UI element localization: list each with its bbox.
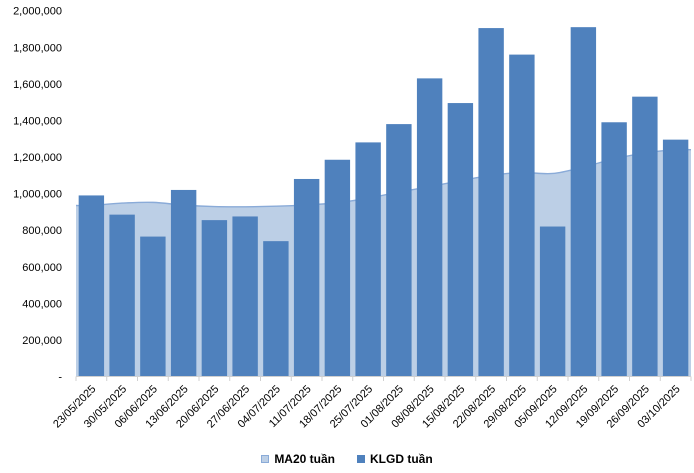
- y-tick-label: 1,200,000: [13, 152, 62, 164]
- legend-item-ma20: MA20 tuần: [261, 452, 335, 466]
- bar-15/08/2025: [447, 103, 474, 377]
- y-tick-label: 1,600,000: [13, 79, 62, 91]
- y-tick-label: 2,000,000: [13, 6, 62, 18]
- bar-27/06/2025: [232, 216, 258, 377]
- bar-20/06/2025: [201, 220, 228, 377]
- y-tick-label: 1,400,000: [13, 115, 62, 127]
- bar-12/09/2025: [570, 27, 597, 377]
- bar-22/08/2025: [478, 28, 504, 377]
- bar-26/09/2025: [632, 96, 658, 377]
- klgd-legend-swatch-icon: [357, 455, 365, 463]
- bar-04/07/2025: [263, 241, 289, 377]
- klgd-legend-label: KLGD tuần: [370, 452, 433, 466]
- y-tick-label: 200,000: [22, 335, 62, 347]
- ma20-legend-label: MA20 tuần: [274, 452, 335, 466]
- bar-18/07/2025: [324, 159, 351, 377]
- chart-legend: MA20 tuần KLGD tuần: [0, 452, 694, 466]
- bar-03/10/2025: [662, 139, 689, 377]
- bar-08/08/2025: [416, 78, 443, 377]
- legend-item-klgd: KLGD tuần: [357, 452, 433, 466]
- y-tick-label: 1,800,000: [13, 42, 62, 54]
- x-axis-labels: 23/05/202530/05/202506/06/202513/06/2025…: [51, 383, 683, 430]
- bar-25/07/2025: [355, 142, 381, 377]
- bar-05/09/2025: [539, 226, 566, 377]
- x-axis: [75, 376, 692, 381]
- klgd-bar-series: [78, 27, 689, 377]
- ma20-area-fill: [76, 149, 691, 377]
- bar-11/07/2025: [293, 178, 320, 377]
- bar-06/06/2025: [140, 236, 166, 377]
- bar-19/09/2025: [601, 122, 627, 377]
- bar-29/08/2025: [509, 54, 535, 377]
- y-tick-label: 1,000,000: [13, 189, 62, 201]
- y-tick-label: 600,000: [22, 262, 62, 274]
- ma20-legend-swatch-icon: [261, 455, 270, 463]
- bar-23/05/2025: [78, 195, 105, 377]
- ma20-area-series: [75, 148, 692, 377]
- bar-13/06/2025: [170, 189, 197, 377]
- y-tick-label: -: [58, 372, 62, 384]
- bar-30/05/2025: [109, 214, 135, 377]
- y-tick-label: 800,000: [22, 225, 62, 237]
- bar-01/08/2025: [386, 124, 412, 377]
- y-axis-labels: - 200,000 400,000 600,000 800,000 1,000,000 1,…: [13, 6, 62, 384]
- ma20-line: [75, 148, 692, 208]
- y-tick-label: 400,000: [22, 298, 62, 310]
